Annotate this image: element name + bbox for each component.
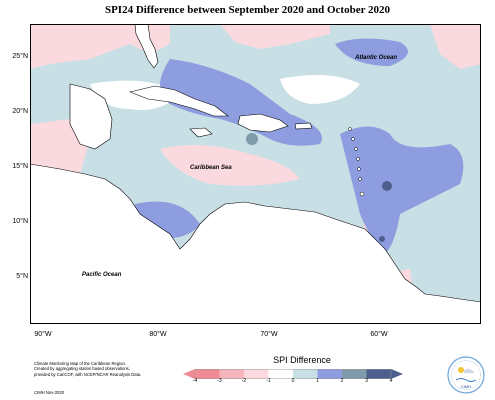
land-puerto-rico — [294, 122, 313, 130]
land-hispaniola — [237, 113, 289, 133]
color-bar-segment — [268, 369, 293, 379]
land-central-south-america — [30, 163, 481, 324]
color-bar-segment — [195, 369, 220, 379]
latitude-label: 25°N — [12, 53, 28, 60]
latitude-label: 10°N — [12, 218, 28, 225]
credits-line: Climate Monitoring Map of the Caribbean … — [34, 361, 126, 366]
longitude-label: 70°W — [260, 331, 278, 338]
legend-tick: -1 — [266, 378, 271, 384]
latitude-label: 20°N — [12, 108, 28, 115]
legend-tick: 1 — [316, 378, 319, 384]
latitude-label: 15°N — [12, 163, 28, 170]
legend-title: SPI Difference — [273, 355, 331, 365]
lesser-antilles — [348, 127, 365, 197]
color-bar-segment — [366, 369, 391, 379]
dark-spot — [246, 133, 258, 145]
color-bar-segment — [219, 369, 244, 379]
land-cuba — [128, 85, 229, 117]
land-florida — [134, 24, 159, 69]
pink-zone — [430, 24, 481, 69]
longitude-label: 60°W — [370, 331, 388, 338]
map-frame — [30, 24, 481, 324]
color-bar-segment — [244, 369, 269, 379]
pink-zone — [220, 24, 330, 49]
credits-line: Created by aggregating station based obs… — [34, 366, 130, 372]
color-bar — [183, 369, 403, 379]
legend-tick: -4 — [192, 378, 198, 384]
dark-spot — [382, 181, 392, 191]
legend-tick: 4 — [389, 378, 393, 384]
blue-zone — [335, 38, 408, 66]
color-bar-segment — [293, 369, 318, 379]
color-bar-outline — [194, 369, 392, 379]
legend-tick: 0 — [291, 378, 295, 384]
label-caribbean-sea: Caribbean Sea — [190, 165, 232, 171]
color-bar-high-arrow — [391, 369, 403, 379]
blue-zone — [340, 126, 464, 254]
legend-tick: -3 — [217, 378, 222, 384]
latitude-label: 5°N — [16, 273, 28, 280]
color-bar-low-arrow — [183, 369, 195, 379]
longitude-label: 90°W — [34, 331, 52, 338]
longitude-label: 80°W — [149, 331, 167, 338]
legend-tick: 3 — [365, 378, 368, 384]
credits-date: CIMH Nov-2020 — [34, 390, 65, 395]
label-pacific-ocean: Pacific Ocean — [82, 272, 122, 278]
land-yucatan — [69, 83, 113, 150]
spi-difference-map — [30, 24, 481, 324]
color-bar-segment — [317, 369, 342, 379]
legend-tick: 2 — [340, 378, 344, 384]
credits-text: Climate Monitoring Map of the Caribbean … — [34, 361, 169, 377]
pink-zone — [30, 24, 170, 69]
white-zone — [280, 75, 360, 104]
legend-tick: -2 — [241, 378, 247, 384]
pink-zone — [160, 145, 300, 186]
land-jamaica — [189, 127, 213, 138]
color-bar-segment — [342, 369, 367, 379]
label-atlantic-ocean: Atlantic Ocean — [355, 55, 398, 61]
map-canvas — [30, 24, 481, 324]
logo-text: CIMH — [461, 384, 471, 389]
cimh-logo: CIMH — [447, 356, 485, 394]
dark-spot — [379, 236, 385, 242]
map-title: SPI24 Difference between September 2020 … — [104, 4, 391, 16]
credits-line: provided by CariCOF, with NCEP/NCAR Rean… — [34, 371, 142, 377]
